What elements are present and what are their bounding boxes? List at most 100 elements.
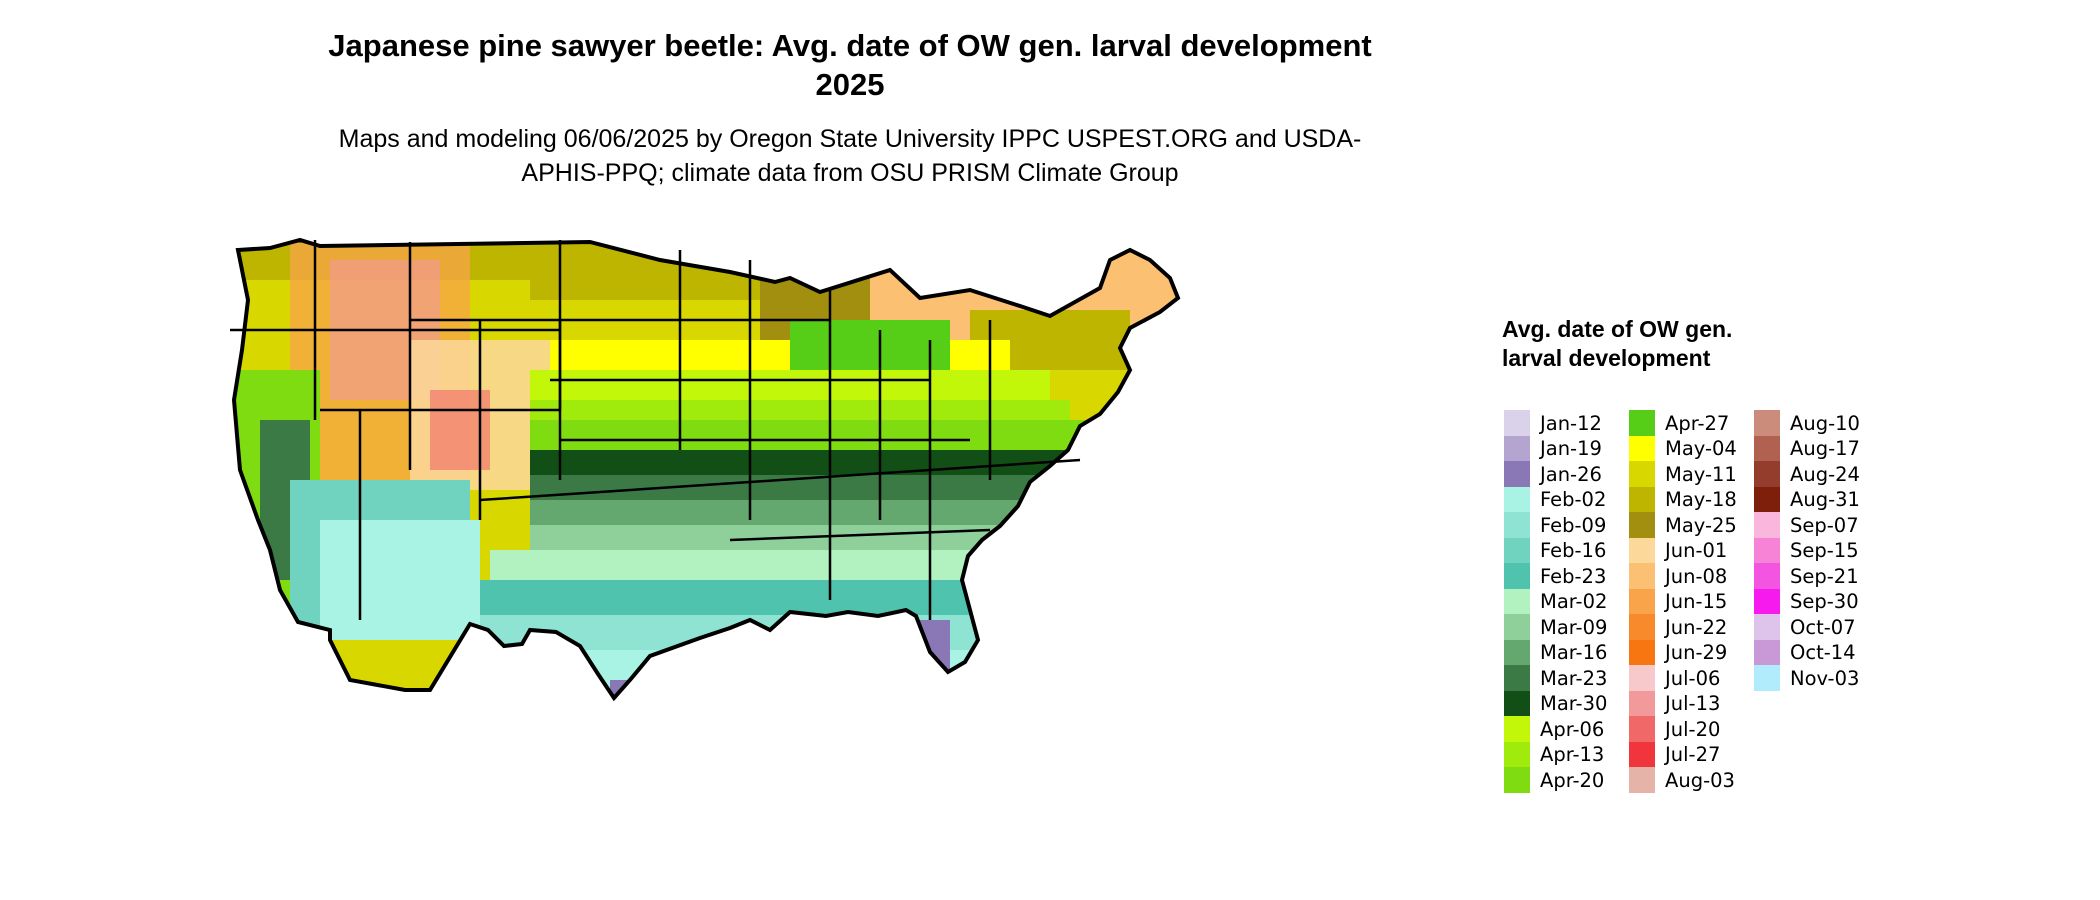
legend-swatch bbox=[1629, 537, 1655, 564]
legend-item: Nov-03 bbox=[1754, 665, 1859, 691]
legend-swatch bbox=[1754, 410, 1780, 436]
legend-item: Mar-23 bbox=[1504, 665, 1607, 691]
legend-swatch bbox=[1629, 588, 1655, 615]
legend-item: Jul-27 bbox=[1629, 741, 1721, 768]
legend-label: Aug-24 bbox=[1790, 462, 1860, 486]
legend-swatch bbox=[1504, 767, 1530, 793]
legend-item: Jan-19 bbox=[1504, 435, 1602, 462]
legend-label: Mar-30 bbox=[1540, 692, 1608, 715]
legend-label: Feb-09 bbox=[1540, 513, 1607, 537]
legend-item: May-18 bbox=[1629, 486, 1737, 513]
legend-item: Apr-06 bbox=[1504, 716, 1604, 742]
legend-title: Avg. date of OW gen. larval development bbox=[1502, 316, 1733, 371]
legend-swatch bbox=[1754, 435, 1780, 462]
legend-item: Mar-30 bbox=[1504, 690, 1608, 717]
legend-item: May-04 bbox=[1629, 435, 1737, 462]
legend-swatch bbox=[1629, 716, 1655, 742]
legend-swatch bbox=[1629, 461, 1655, 487]
legend-item: Oct-14 bbox=[1754, 639, 1856, 666]
legend-label: May-18 bbox=[1665, 488, 1737, 511]
legend-label: Oct-14 bbox=[1790, 641, 1856, 664]
legend-label: Mar-09 bbox=[1540, 615, 1608, 639]
legend-swatch bbox=[1629, 512, 1655, 538]
legend-swatch bbox=[1629, 665, 1655, 691]
legend-label: Apr-06 bbox=[1540, 717, 1605, 741]
us-phenology-map bbox=[230, 237, 1181, 702]
legend-label: Jan-19 bbox=[1540, 437, 1602, 460]
legend-label: Aug-17 bbox=[1790, 437, 1860, 460]
legend-item: Feb-23 bbox=[1504, 563, 1606, 589]
legend-swatch bbox=[1754, 563, 1780, 589]
map-title: Japanese pine sawyer beetle: Avg. date o… bbox=[328, 28, 1372, 102]
legend-label: Jun-15 bbox=[1665, 590, 1728, 613]
legend-item: Feb-16 bbox=[1504, 537, 1607, 564]
legend-item: Feb-09 bbox=[1504, 512, 1606, 538]
legend-item: Apr-13 bbox=[1504, 741, 1604, 768]
legend-label: May-11 bbox=[1665, 462, 1737, 486]
us-outline bbox=[231, 237, 1181, 702]
legend-item: Jun-15 bbox=[1629, 588, 1728, 615]
legend-item: Sep-30 bbox=[1754, 588, 1859, 615]
legend-item: Apr-20 bbox=[1504, 767, 1604, 793]
legend-item: Jun-01 bbox=[1629, 537, 1727, 564]
legend-item: Aug-24 bbox=[1754, 461, 1860, 487]
legend-item: Mar-02 bbox=[1504, 588, 1608, 615]
legend-item: Sep-15 bbox=[1754, 537, 1859, 564]
legend-item: Aug-31 bbox=[1754, 486, 1860, 513]
legend-swatch bbox=[1629, 614, 1655, 640]
legend-item: Feb-02 bbox=[1504, 486, 1606, 513]
legend-swatch bbox=[1504, 690, 1530, 717]
legend-swatch bbox=[1504, 486, 1530, 513]
legend-swatch bbox=[1629, 563, 1655, 589]
legend-item: Jun-08 bbox=[1629, 563, 1727, 589]
state-borders bbox=[230, 240, 1081, 620]
legend-label: Jan-12 bbox=[1540, 411, 1602, 435]
legend-label: Jul-20 bbox=[1665, 717, 1721, 741]
legend-swatch bbox=[1504, 435, 1530, 462]
legend-swatch bbox=[1504, 537, 1530, 564]
phenology-bands bbox=[234, 240, 1178, 698]
legend-swatch bbox=[1629, 435, 1655, 462]
legend-label: Sep-21 bbox=[1790, 564, 1859, 588]
legend-item: Aug-10 bbox=[1754, 410, 1860, 436]
legend-swatch bbox=[1754, 588, 1780, 615]
legend-swatch bbox=[1754, 512, 1780, 538]
legend-swatch bbox=[1754, 614, 1780, 640]
legend-item: Sep-07 bbox=[1754, 512, 1859, 538]
legend-label: Nov-03 bbox=[1790, 666, 1860, 690]
legend-label: Jun-08 bbox=[1665, 564, 1728, 588]
legend-label: Sep-15 bbox=[1790, 539, 1859, 562]
legend-label: Mar-02 bbox=[1540, 590, 1608, 613]
legend-swatch bbox=[1754, 537, 1780, 564]
map-subtitle: Maps and modeling 06/06/2025 by Oregon S… bbox=[338, 125, 1362, 187]
legend-label: Mar-23 bbox=[1540, 666, 1608, 690]
legend-item: Oct-07 bbox=[1754, 614, 1856, 640]
legend-swatch bbox=[1754, 665, 1780, 691]
legend-swatch bbox=[1504, 639, 1530, 666]
legend-item: Jun-22 bbox=[1629, 614, 1727, 640]
legend-label: Mar-16 bbox=[1540, 641, 1608, 664]
legend-swatch bbox=[1629, 639, 1655, 666]
legend-swatch bbox=[1504, 588, 1530, 615]
legend-item: May-11 bbox=[1629, 461, 1737, 487]
legend-label: Jun-29 bbox=[1665, 641, 1728, 664]
legend-label: Feb-16 bbox=[1540, 539, 1607, 562]
legend-swatch bbox=[1629, 741, 1655, 768]
legend-swatch bbox=[1754, 486, 1780, 513]
legend-label: Oct-07 bbox=[1790, 615, 1856, 639]
legend-swatch bbox=[1504, 563, 1530, 589]
legend-item: Jan-12 bbox=[1504, 410, 1602, 436]
legend-swatch bbox=[1629, 486, 1655, 513]
legend-label: Aug-03 bbox=[1665, 768, 1735, 792]
legend-item: Jul-06 bbox=[1629, 665, 1720, 691]
legend-swatch bbox=[1629, 410, 1655, 436]
legend-item: May-25 bbox=[1629, 512, 1737, 538]
legend-item: Mar-16 bbox=[1504, 639, 1608, 666]
legend-label: Jul-27 bbox=[1665, 743, 1721, 766]
legend-swatch bbox=[1504, 665, 1530, 691]
legend-label: Apr-20 bbox=[1540, 768, 1605, 792]
legend-item: Jan-26 bbox=[1504, 461, 1602, 487]
legend-swatch bbox=[1504, 614, 1530, 640]
legend-item: Jul-20 bbox=[1629, 716, 1720, 742]
legend-swatch bbox=[1504, 410, 1530, 436]
